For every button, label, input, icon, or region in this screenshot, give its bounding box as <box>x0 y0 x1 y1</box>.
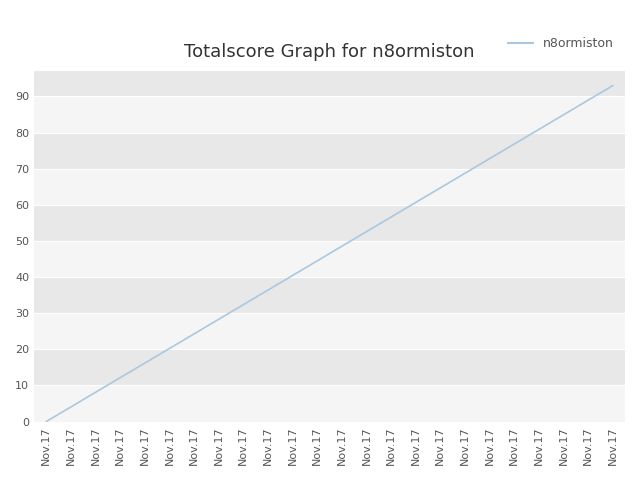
Bar <box>34 96 625 132</box>
Bar <box>34 277 625 313</box>
Bar <box>34 132 625 168</box>
Bar <box>34 349 625 385</box>
Bar <box>34 385 625 421</box>
Bar <box>34 71 625 96</box>
Bar <box>34 205 625 241</box>
Bar <box>34 241 625 277</box>
Bar <box>34 168 625 205</box>
Bar <box>34 313 625 349</box>
Legend: n8ormiston: n8ormiston <box>503 32 619 55</box>
Title: Totalscore Graph for n8ormiston: Totalscore Graph for n8ormiston <box>184 43 475 61</box>
